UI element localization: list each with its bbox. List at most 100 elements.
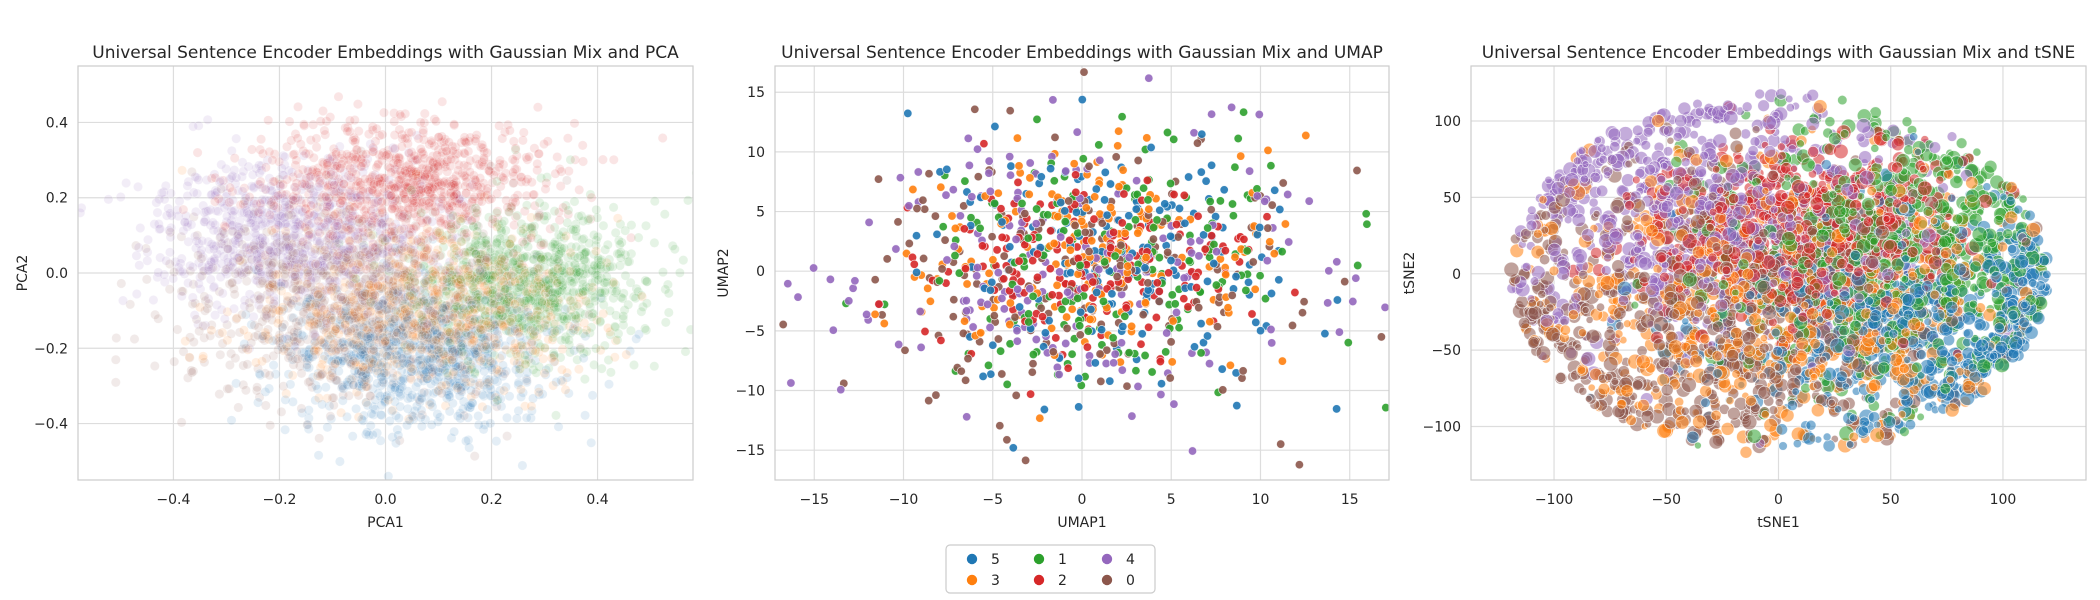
data-point-cluster-4 xyxy=(216,159,227,170)
data-point-cluster-1 xyxy=(640,323,650,334)
data-point-cluster-5 xyxy=(270,369,281,380)
data-point-cluster-1 xyxy=(562,313,573,324)
data-point-cluster-1 xyxy=(633,232,644,243)
data-point-cluster-2 xyxy=(449,191,460,202)
data-point-cluster-2 xyxy=(510,143,521,154)
data-point-cluster-4 xyxy=(131,250,142,261)
data-point-cluster-3 xyxy=(372,278,382,289)
data-point-cluster-2 xyxy=(461,177,472,188)
data-point-cluster-4 xyxy=(332,221,343,232)
data-point-cluster-4 xyxy=(366,217,376,228)
data-point-cluster-4 xyxy=(321,195,332,206)
data-point-cluster-4 xyxy=(319,251,330,262)
data-point-cluster-5 xyxy=(569,345,580,356)
data-point-cluster-2 xyxy=(383,145,393,156)
data-point-cluster-4 xyxy=(238,166,249,177)
data-point-cluster-1 xyxy=(488,285,499,296)
data-point-cluster-3 xyxy=(560,384,571,395)
data-point-cluster-4 xyxy=(185,260,196,271)
data-point-cluster-2 xyxy=(494,120,505,131)
data-point-cluster-4 xyxy=(248,198,259,209)
data-point-cluster-1 xyxy=(626,220,637,231)
data-point-cluster-4 xyxy=(231,133,242,144)
data-point-cluster-4 xyxy=(103,194,114,205)
data-point-cluster-2 xyxy=(342,122,353,133)
data-point-cluster-5 xyxy=(586,437,597,448)
data-point-cluster-1 xyxy=(587,290,598,301)
data-point-cluster-1 xyxy=(618,311,629,321)
data-point-cluster-2 xyxy=(308,119,319,130)
data-point-cluster-4 xyxy=(254,168,265,179)
data-point-cluster-5 xyxy=(511,364,521,375)
data-point-cluster-3 xyxy=(397,336,408,347)
data-point-cluster-3 xyxy=(474,313,485,324)
data-point-cluster-0 xyxy=(447,179,458,190)
data-point-cluster-4 xyxy=(270,191,281,201)
data-point-cluster-1 xyxy=(596,287,607,298)
data-point-cluster-5 xyxy=(416,334,427,345)
data-point-cluster-0 xyxy=(396,324,407,335)
data-point-cluster-4 xyxy=(249,293,260,304)
data-point-cluster-2 xyxy=(507,197,518,208)
data-point-cluster-2 xyxy=(436,180,447,191)
data-point-cluster-4 xyxy=(327,251,338,261)
data-point-cluster-2 xyxy=(466,197,477,208)
data-point-cluster-1 xyxy=(538,251,549,262)
data-point-cluster-4 xyxy=(284,254,294,265)
data-point-cluster-4 xyxy=(324,285,335,296)
data-point-cluster-2 xyxy=(453,148,464,159)
data-point-cluster-2 xyxy=(398,205,408,216)
data-point-cluster-1 xyxy=(625,325,636,336)
data-point-cluster-1 xyxy=(555,292,566,303)
data-point-cluster-2 xyxy=(508,167,519,178)
data-point-cluster-0 xyxy=(382,335,393,346)
data-point-cluster-5 xyxy=(482,404,493,415)
data-point-cluster-3 xyxy=(335,307,346,318)
data-point-cluster-4 xyxy=(278,170,289,181)
data-point-cluster-5 xyxy=(313,450,324,461)
data-point-cluster-0 xyxy=(352,216,363,227)
data-point-cluster-0 xyxy=(301,300,312,311)
data-point-cluster-5 xyxy=(420,340,431,351)
data-point-cluster-3 xyxy=(442,326,453,337)
data-point-cluster-0 xyxy=(111,333,122,343)
data-point-cluster-4 xyxy=(393,181,404,192)
data-point-cluster-5 xyxy=(424,363,435,374)
data-point-cluster-1 xyxy=(491,237,502,248)
data-point-cluster-1 xyxy=(577,275,588,286)
data-point-cluster-0 xyxy=(292,258,303,269)
data-point-cluster-4 xyxy=(322,247,333,258)
data-point-cluster-0 xyxy=(116,278,127,289)
data-point-cluster-0 xyxy=(365,334,376,345)
data-point-cluster-3 xyxy=(507,293,518,304)
data-point-cluster-5 xyxy=(313,368,324,379)
data-point-cluster-4 xyxy=(151,197,162,208)
data-point-cluster-3 xyxy=(457,312,467,323)
data-point-cluster-4 xyxy=(353,287,364,298)
data-point-cluster-0 xyxy=(296,403,307,414)
data-point-cluster-2 xyxy=(492,206,503,217)
data-point-cluster-0 xyxy=(252,382,263,393)
data-point-cluster-1 xyxy=(576,210,587,221)
data-point-cluster-5 xyxy=(288,332,299,343)
data-point-cluster-4 xyxy=(265,247,276,258)
data-point-cluster-4 xyxy=(222,263,233,274)
data-point-cluster-4 xyxy=(202,114,213,125)
data-point-cluster-2 xyxy=(608,154,619,165)
data-point-cluster-0 xyxy=(190,298,201,309)
data-point-cluster-4 xyxy=(306,218,317,229)
data-point-cluster-2 xyxy=(431,116,442,127)
data-point-cluster-1 xyxy=(469,287,480,298)
data-point-cluster-0 xyxy=(348,274,359,285)
data-point-cluster-5 xyxy=(461,294,471,305)
data-point-cluster-4 xyxy=(218,226,229,237)
data-point-cluster-0 xyxy=(276,406,287,417)
data-point-cluster-0 xyxy=(434,312,445,323)
data-point-cluster-0 xyxy=(370,249,381,260)
data-point-cluster-1 xyxy=(513,313,524,324)
data-point-cluster-5 xyxy=(504,391,515,402)
data-point-cluster-2 xyxy=(432,178,443,188)
data-point-cluster-2 xyxy=(447,201,458,212)
data-point-cluster-1 xyxy=(685,324,693,335)
data-point-cluster-0 xyxy=(193,250,204,261)
